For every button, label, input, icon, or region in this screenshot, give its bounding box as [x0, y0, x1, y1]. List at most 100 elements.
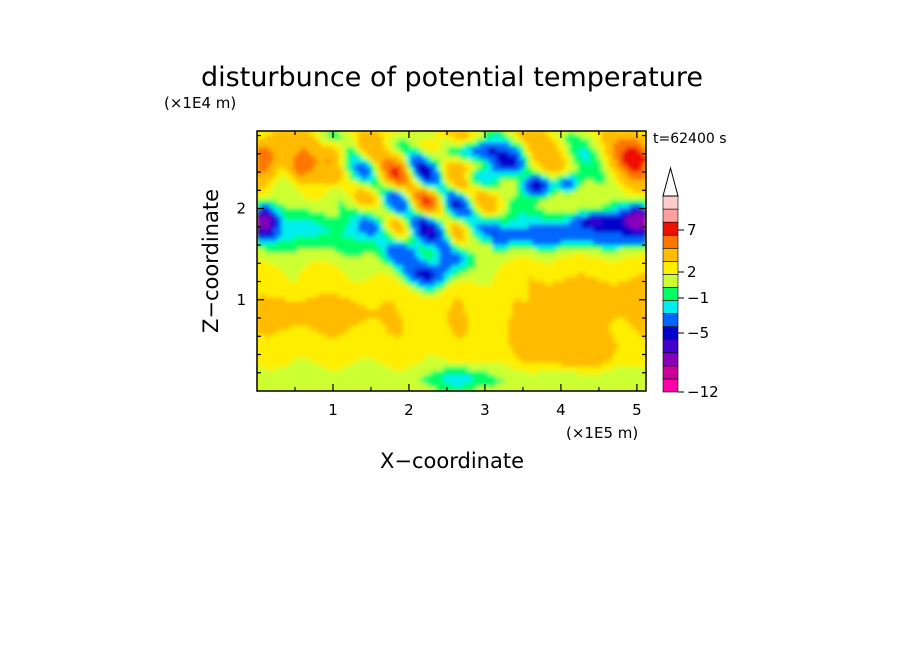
heatmap-cell — [577, 289, 582, 295]
heatmap-cell — [500, 167, 505, 173]
heatmap-cell — [447, 277, 453, 282]
heatmap-cell — [329, 261, 335, 266]
heatmap-cell — [459, 183, 465, 189]
heatmap-cell — [487, 208, 493, 213]
heatmap-cell — [496, 269, 501, 274]
heatmap-cell — [333, 289, 339, 295]
heatmap-cell — [633, 277, 639, 282]
heatmap-cell — [573, 200, 578, 205]
heatmap-cell — [374, 208, 380, 213]
heatmap-cell — [524, 265, 530, 270]
heatmap-cell — [589, 200, 594, 205]
heatmap-cell — [435, 200, 440, 205]
heatmap-cell — [398, 321, 404, 327]
heatmap-cell — [532, 326, 538, 331]
heatmap-cell — [451, 143, 457, 148]
heatmap-cell — [297, 151, 303, 156]
heatmap-cell — [269, 244, 274, 250]
heatmap-cell — [581, 131, 586, 136]
heatmap-cell — [577, 200, 582, 205]
heatmap-cell — [321, 212, 327, 217]
heatmap-cell — [443, 297, 449, 303]
heatmap-cell — [564, 208, 570, 213]
heatmap-cell — [362, 151, 367, 156]
heatmap-cell — [317, 220, 323, 226]
heatmap-cell — [552, 248, 558, 254]
heatmap-cell — [427, 187, 432, 193]
heatmap-cell — [358, 175, 363, 181]
heatmap-cell — [406, 256, 412, 262]
heatmap-cell — [524, 159, 530, 165]
heatmap-cell — [451, 228, 457, 234]
heatmap-cell — [637, 228, 643, 234]
heatmap-cell — [613, 216, 619, 221]
heatmap-cell — [382, 256, 388, 262]
heatmap-cell — [512, 281, 517, 286]
heatmap-cell — [390, 281, 396, 286]
heatmap-cell — [398, 289, 404, 295]
heatmap-cell — [281, 269, 286, 274]
heatmap-cell — [629, 187, 635, 193]
heatmap-cell — [573, 216, 578, 221]
heatmap-cell — [504, 143, 509, 148]
heatmap-cell — [415, 155, 420, 161]
heatmap-cell — [358, 204, 363, 209]
heatmap-cell — [277, 305, 282, 311]
heatmap-cell — [556, 159, 562, 165]
heatmap-cell — [398, 228, 404, 234]
heatmap-cell — [528, 256, 534, 262]
heatmap-cell — [455, 187, 461, 193]
heatmap-cell — [548, 155, 554, 161]
heatmap-cell — [301, 151, 307, 156]
heatmap-cell — [512, 139, 517, 144]
heatmap-cell — [378, 191, 384, 197]
heatmap-cell — [410, 228, 416, 234]
heatmap-cell — [552, 187, 558, 193]
heatmap-cell — [329, 220, 335, 226]
heatmap-area — [257, 131, 646, 391]
heatmap-cell — [273, 265, 278, 270]
heatmap-cell — [492, 297, 497, 303]
heatmap-cell — [593, 321, 598, 327]
heatmap-cell — [297, 187, 303, 193]
heatmap-cell — [577, 191, 582, 197]
heatmap-cell — [354, 269, 359, 274]
heatmap-cell — [346, 301, 351, 307]
heatmap-cell — [362, 289, 367, 295]
heatmap-cell — [370, 139, 376, 144]
heatmap-cell — [435, 313, 440, 319]
heatmap-cell — [423, 309, 428, 315]
heatmap-cell — [492, 135, 497, 140]
heatmap-cell — [317, 163, 323, 169]
heatmap-cell — [394, 269, 400, 274]
heatmap-cell — [629, 151, 635, 156]
heatmap-cell — [281, 309, 286, 315]
heatmap-cell — [487, 159, 493, 165]
heatmap-cell — [633, 301, 639, 307]
heatmap-cell — [281, 147, 286, 152]
heatmap-cell — [366, 163, 372, 169]
heatmap-cell — [637, 285, 643, 291]
heatmap-cell — [358, 330, 363, 335]
heatmap-cell — [609, 334, 615, 339]
heatmap-cell — [398, 159, 404, 165]
heatmap-cell — [520, 163, 526, 169]
heatmap-cell — [338, 326, 343, 331]
heatmap-cell — [293, 139, 299, 144]
heatmap-cell — [540, 265, 546, 270]
heatmap-cell — [338, 297, 343, 303]
heatmap-cell — [459, 175, 465, 181]
heatmap-cell — [447, 131, 453, 136]
heatmap-cell — [386, 147, 392, 152]
heatmap-cell — [621, 301, 627, 307]
heatmap-cell — [321, 244, 327, 250]
heatmap-cell — [415, 228, 420, 234]
heatmap-cell — [471, 252, 477, 258]
heatmap-cell — [560, 135, 566, 140]
heatmap-cell — [354, 224, 359, 230]
heatmap-cell — [471, 240, 477, 246]
heatmap-cell — [358, 273, 363, 278]
heatmap-cell — [536, 155, 542, 161]
heatmap-cell — [585, 338, 590, 343]
heatmap-cell — [265, 139, 270, 144]
